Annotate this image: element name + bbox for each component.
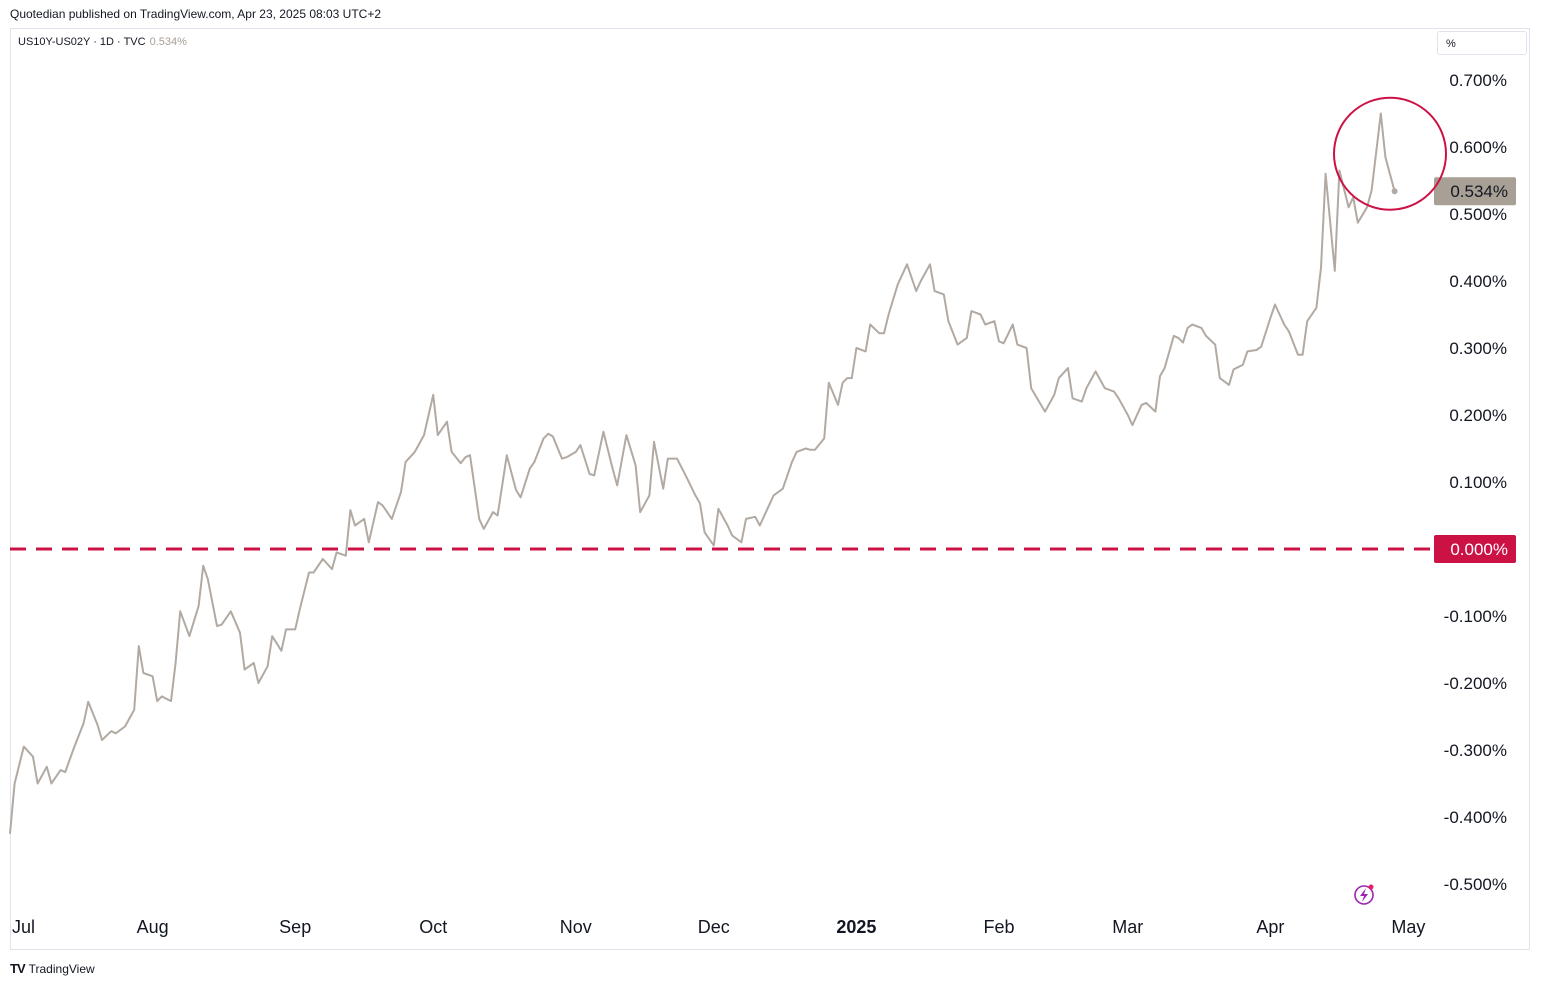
last-price-badge xyxy=(1434,177,1516,206)
spread-series-line xyxy=(9,112,1396,834)
lightning-icon[interactable] xyxy=(1354,884,1374,905)
y-tick-label: -0.100% xyxy=(1444,607,1507,626)
last-value-label: 0.534% xyxy=(149,36,187,48)
x-tick-label: Sep xyxy=(279,917,311,937)
y-tick-label: -0.200% xyxy=(1444,674,1507,693)
y-tick-label: 0.200% xyxy=(1449,406,1507,425)
x-tick-label: Dec xyxy=(698,917,730,937)
x-tick-label: Jul xyxy=(12,917,35,937)
y-tick-label: 0.300% xyxy=(1449,339,1507,358)
footer-brand: TradingView xyxy=(28,961,95,976)
x-tick-label: Apr xyxy=(1256,917,1284,937)
y-tick-label: 0.700% xyxy=(1449,71,1507,90)
y-tick-label: -0.400% xyxy=(1444,808,1507,827)
zero-value-badge xyxy=(1434,535,1516,563)
symbol-legend[interactable]: US10Y-US02Y · 1D · TVC 0.534% xyxy=(18,36,187,48)
zero-value-badge-label: 0.000% xyxy=(1450,540,1508,559)
tradingview-logo-icon: TV xyxy=(10,961,26,976)
axis-unit-button[interactable]: % xyxy=(1437,31,1527,55)
x-tick-label: Feb xyxy=(983,917,1014,937)
y-tick-label: -0.300% xyxy=(1444,741,1507,760)
chart-frame xyxy=(10,28,1530,950)
y-tick-label: 0.400% xyxy=(1449,272,1507,291)
symbol-label: US10Y-US02Y · 1D · TVC xyxy=(18,36,146,48)
x-tick-label: Mar xyxy=(1112,917,1143,937)
footer[interactable]: TV TradingView xyxy=(10,961,95,976)
y-tick-label: 0.100% xyxy=(1449,473,1507,492)
last-price-badge-label: 0.534% xyxy=(1450,182,1508,201)
y-tick-label: 0.600% xyxy=(1449,138,1507,157)
publish-info: Quotedian published on TradingView.com, … xyxy=(10,7,382,21)
highlight-circle-annotation xyxy=(1333,96,1447,211)
y-tick-label: 0.500% xyxy=(1449,205,1507,224)
x-tick-label: Aug xyxy=(137,917,169,937)
x-tick-label: May xyxy=(1391,917,1425,937)
last-point-marker xyxy=(1391,188,1398,195)
y-tick-label: -0.500% xyxy=(1444,875,1507,894)
x-tick-label: Nov xyxy=(560,917,592,937)
x-tick-label: 2025 xyxy=(836,917,876,937)
x-tick-label: Oct xyxy=(419,917,447,937)
